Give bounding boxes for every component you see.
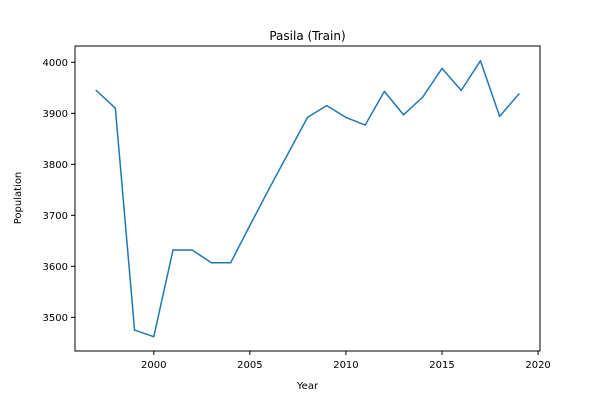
x-tick-label: 2020 (525, 360, 550, 371)
data-point (325, 104, 328, 107)
data-point (210, 261, 213, 264)
y-tick-label: 3900 (43, 109, 68, 120)
x-tick-label: 2000 (141, 360, 166, 371)
data-point (114, 107, 117, 110)
data-point (460, 89, 463, 92)
data-point (518, 93, 520, 95)
data-point (191, 249, 194, 251)
data-point (268, 188, 270, 190)
y-tick-label: 3600 (43, 262, 68, 273)
y-tick-label: 4000 (43, 58, 68, 69)
data-point (498, 115, 501, 118)
data-point (441, 67, 443, 70)
plot-frame (74, 45, 541, 352)
x-axis: 2000 2005 2010 2015 2020 (141, 351, 551, 371)
y-tick-label: 3800 (43, 160, 68, 171)
data-point (402, 114, 405, 116)
y-axis: 3500 3600 3700 3800 3900 4000 (43, 58, 75, 324)
data-point (364, 124, 366, 126)
data-point (287, 152, 290, 154)
data-point (95, 89, 97, 92)
x-tick-label: 2010 (333, 360, 358, 371)
x-tick-label: 2015 (429, 360, 454, 371)
data-point (152, 335, 155, 338)
x-tick-label: 2005 (237, 360, 262, 371)
data-point (249, 224, 251, 227)
data-point (133, 329, 136, 331)
data-point (172, 249, 174, 251)
x-axis-label: Year (296, 381, 319, 392)
plot-area (95, 59, 520, 338)
y-tick-label: 3700 (43, 211, 68, 222)
data-point (306, 116, 309, 119)
data-point (345, 116, 347, 119)
chart-title: Pasila (Train) (269, 29, 345, 43)
y-axis-label: Population (13, 172, 24, 225)
data-point (383, 90, 386, 93)
y-tick-label: 3500 (43, 313, 68, 324)
data-point (421, 96, 424, 98)
data-point (229, 261, 232, 264)
data-point (479, 59, 482, 62)
